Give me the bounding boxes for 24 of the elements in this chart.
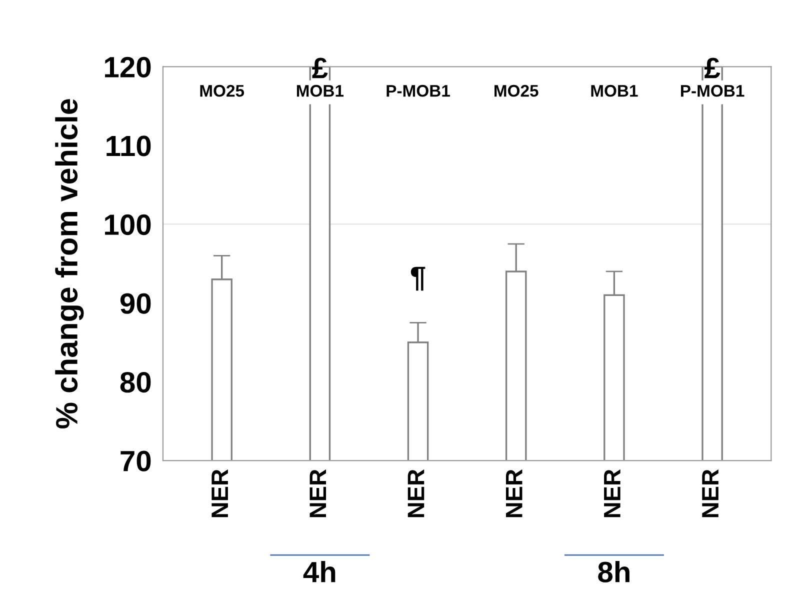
annotation: £ — [312, 58, 328, 78]
x-tick-label: NER — [408, 469, 424, 518]
y-tick-label: 110 — [106, 136, 151, 156]
y-tick-label: 120 — [105, 56, 151, 78]
text: 8h — [598, 561, 630, 582]
y-axis-title: % change from vehicle — [55, 99, 84, 428]
y-tick-label: 80 — [120, 372, 151, 393]
annotation: MOB1 — [296, 84, 344, 97]
y-tick-label: 100 — [105, 214, 151, 236]
annotation: £ — [704, 58, 720, 78]
x-tick-label: NER — [506, 469, 522, 518]
annotation: MO25 — [200, 84, 244, 97]
x-tick-label: NER — [702, 469, 718, 518]
annotation: MOB1 — [591, 84, 638, 97]
y-tick-label: 70 — [120, 450, 151, 472]
annotation: P-MOB1 — [681, 84, 744, 97]
x-tick-label: NER — [212, 469, 228, 518]
text: 4h — [303, 561, 336, 582]
x-tick-label: NER — [310, 469, 326, 518]
x-tick-label: NER — [604, 469, 620, 518]
annotation: P-MOB1 — [386, 84, 450, 97]
annotation: MO25 — [494, 84, 538, 97]
y-tick-label: 90 — [120, 293, 151, 314]
annotation: ¶ — [410, 266, 426, 291]
